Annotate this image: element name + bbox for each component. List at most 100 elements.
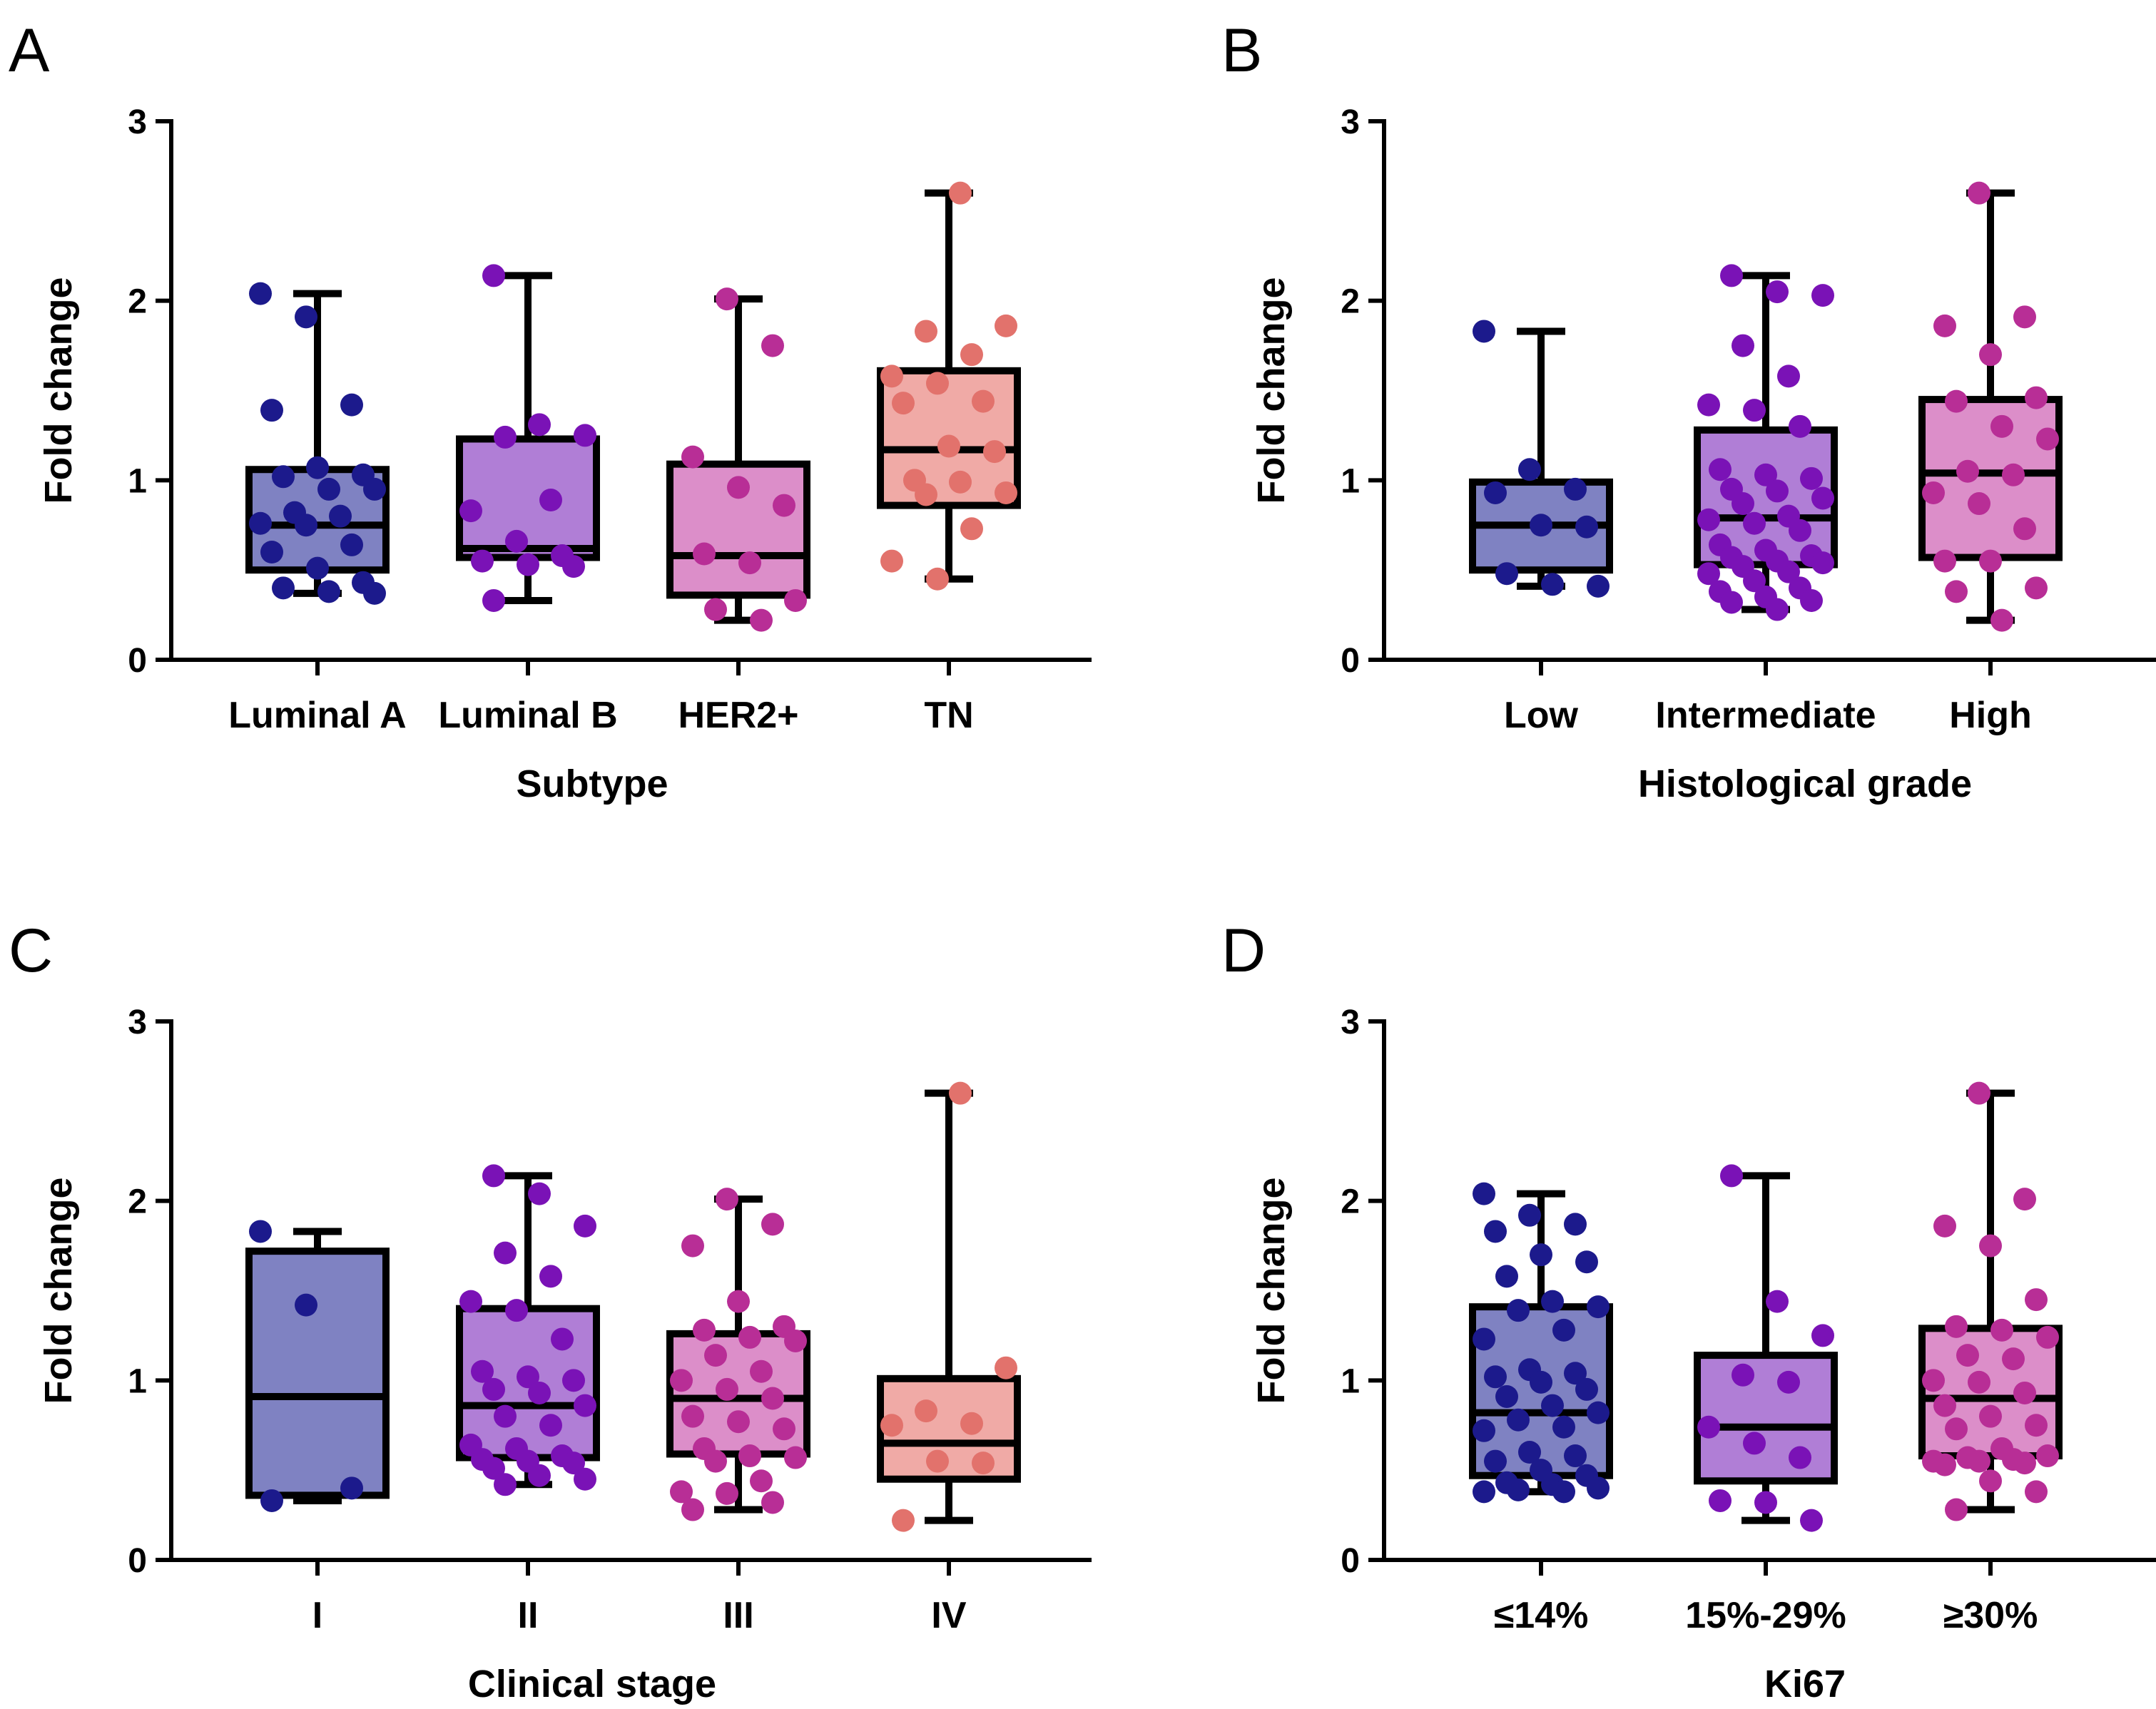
- data-point: [1575, 1250, 1598, 1274]
- y-tick-label: 0: [1341, 1542, 1360, 1580]
- data-point: [1541, 573, 1564, 596]
- data-point: [471, 549, 494, 573]
- data-point: [960, 1412, 983, 1435]
- data-point: [926, 372, 949, 395]
- data-point: [2025, 576, 2048, 600]
- data-point: [2025, 1480, 2048, 1504]
- box-group-3: [666, 1188, 810, 1521]
- data-point: [784, 588, 807, 612]
- data-point: [1575, 1377, 1598, 1401]
- data-point: [574, 1467, 596, 1491]
- data-point: [1933, 314, 1956, 337]
- data-point: [1495, 1384, 1518, 1408]
- x-category-label: II: [518, 1595, 539, 1636]
- data-point: [260, 399, 283, 422]
- data-point: [1564, 1213, 1587, 1236]
- data-point: [1564, 1444, 1587, 1468]
- x-category-label: IV: [931, 1595, 966, 1636]
- panel-letter: D: [1221, 917, 1266, 985]
- data-point: [880, 364, 903, 388]
- data-point: [1484, 481, 1507, 504]
- data-point: [681, 1498, 704, 1521]
- data-point: [1720, 591, 1743, 614]
- data-point: [295, 1293, 317, 1317]
- data-point: [1552, 1318, 1575, 1342]
- y-tick-label: 2: [1341, 1183, 1360, 1221]
- data-point: [363, 581, 386, 605]
- data-point: [1766, 1290, 1789, 1313]
- data-point: [517, 553, 539, 576]
- data-point: [1575, 515, 1598, 539]
- data-point: [1754, 1491, 1777, 1514]
- y-tick-label: 3: [1341, 103, 1360, 141]
- data-point: [915, 483, 937, 506]
- data-point: [1530, 1370, 1552, 1394]
- data-point: [551, 1327, 574, 1351]
- panel-letter: C: [9, 917, 53, 985]
- data-point: [880, 549, 903, 573]
- data-point: [1968, 181, 1990, 205]
- box-group-2: [1694, 1164, 1838, 1532]
- data-point: [1743, 511, 1766, 535]
- y-tick-label: 3: [128, 103, 147, 141]
- data-point: [1541, 1394, 1564, 1417]
- y-tick-label: 1: [1341, 462, 1360, 500]
- data-point: [482, 1164, 505, 1188]
- data-point: [995, 314, 1017, 337]
- data-point: [670, 1369, 693, 1392]
- data-point: [727, 1410, 750, 1434]
- x-category-label: HER2+: [678, 695, 798, 736]
- data-point: [340, 1476, 363, 1500]
- data-point: [528, 1464, 551, 1487]
- data-point: [1933, 549, 1956, 573]
- x-category-label: Intermediate: [1655, 695, 1876, 736]
- data-point: [1979, 343, 2002, 367]
- data-point: [1777, 1370, 1800, 1394]
- box-group-3: [1918, 181, 2063, 632]
- data-point: [1766, 479, 1789, 503]
- data-point: [295, 514, 317, 537]
- box-group-4: [877, 181, 1021, 591]
- data-point: [670, 1480, 693, 1504]
- data-point: [494, 425, 517, 449]
- data-point: [482, 588, 505, 612]
- data-point: [317, 580, 340, 603]
- data-point: [704, 598, 727, 621]
- data-point: [272, 465, 295, 489]
- x-category-label: Luminal B: [438, 695, 617, 736]
- x-axis-title: Histological grade: [1638, 762, 1972, 805]
- panel-letter: B: [1221, 16, 1262, 85]
- data-point: [1518, 1203, 1541, 1227]
- x-category-label: High: [1949, 695, 2032, 736]
- data-point: [528, 1182, 551, 1205]
- data-point: [1552, 1415, 1575, 1439]
- data-point: [761, 1213, 784, 1236]
- data-point: [1495, 562, 1518, 586]
- data-point: [528, 413, 551, 437]
- data-point: [761, 334, 784, 357]
- data-point: [1766, 280, 1789, 304]
- data-point: [295, 305, 317, 329]
- data-point: [1697, 393, 1720, 417]
- data-point: [1720, 264, 1743, 287]
- data-point: [1789, 414, 1811, 438]
- x-category-label: Low: [1504, 695, 1579, 736]
- data-point: [693, 1318, 716, 1342]
- box-group-2: [456, 264, 600, 612]
- data-point: [704, 1344, 727, 1367]
- data-point: [1473, 320, 1495, 343]
- data-point: [2013, 517, 2036, 541]
- x-category-label: ≥30%: [1943, 1595, 2038, 1636]
- data-point: [949, 470, 972, 494]
- data-point: [539, 1414, 562, 1437]
- data-point: [1777, 560, 1800, 583]
- data-point: [972, 1452, 995, 1475]
- data-point: [1709, 1489, 1732, 1512]
- data-point: [1990, 414, 2013, 438]
- data-point: [1743, 569, 1766, 593]
- data-point: [1732, 334, 1754, 357]
- data-point: [681, 1234, 704, 1257]
- data-point: [1979, 1234, 2002, 1257]
- y-axis-title: Fold change: [37, 1177, 80, 1404]
- data-point: [1697, 562, 1720, 586]
